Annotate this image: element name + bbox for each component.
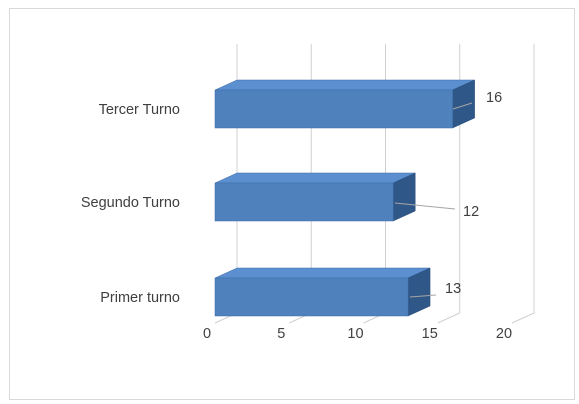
x-tick-label: 5 — [277, 326, 285, 342]
bar-front-face — [214, 89, 453, 129]
bar-top-face — [214, 79, 475, 91]
bar-front-face — [214, 277, 409, 317]
bar-top-face — [214, 172, 416, 184]
category-label: Primer turno — [100, 290, 180, 306]
bar-tercer-turno — [214, 79, 475, 129]
x-tick-label: 0 — [203, 326, 211, 342]
leader-line — [452, 102, 473, 110]
x-tick-label: 20 — [496, 326, 512, 342]
bar-primer-turno — [214, 267, 431, 317]
category-labels: Tercer Turno Segundo Turno Primer turno — [81, 102, 180, 306]
gridline-3 — [437, 44, 461, 324]
data-labels: 16 12 13 — [445, 90, 502, 297]
data-label-leaders — [394, 102, 473, 298]
x-tick-labels: 0 5 10 15 20 — [203, 326, 512, 342]
x-tick-label: 15 — [422, 326, 438, 342]
data-label: 13 — [445, 281, 461, 297]
data-label: 12 — [463, 204, 479, 220]
category-label: Segundo Turno — [81, 195, 180, 211]
bar-front-face — [214, 182, 394, 222]
x-tick-label: 10 — [347, 326, 363, 342]
gridline-4 — [511, 44, 535, 324]
bars — [214, 79, 475, 317]
leader-line — [394, 202, 456, 210]
bar-segundo-turno — [214, 172, 416, 222]
bar-top-face — [214, 267, 431, 279]
category-label: Tercer Turno — [99, 102, 180, 118]
data-label: 16 — [486, 90, 502, 106]
leader-line — [409, 294, 437, 298]
